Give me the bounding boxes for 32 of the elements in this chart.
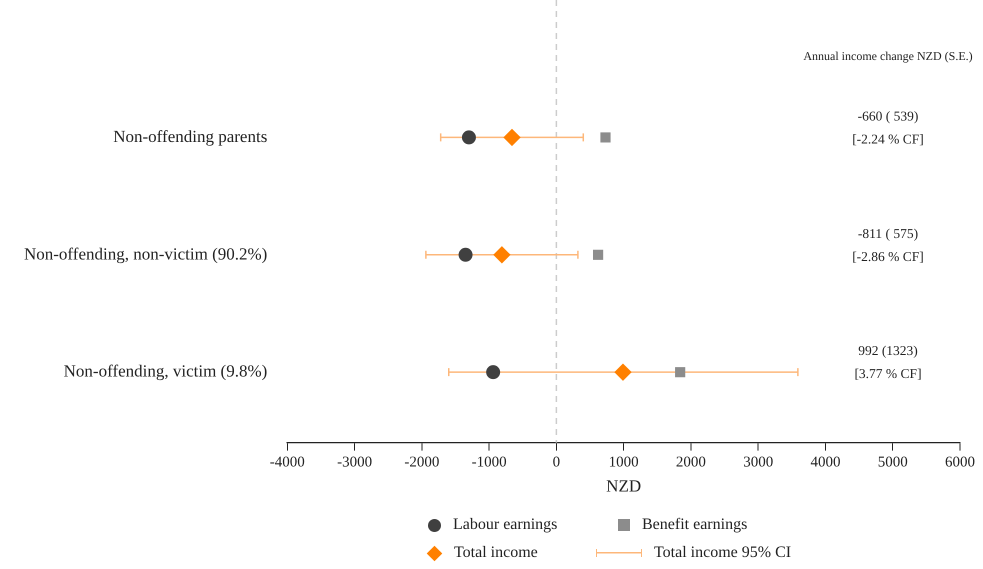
x-tick-label: -1000	[472, 454, 507, 471]
annotation: -811 ( 575) [-2.86 % CF]	[852, 226, 924, 264]
point	[592, 250, 604, 260]
y-tick-label: Non-offending, non-victim (90.2%)	[24, 244, 268, 264]
x-tick-label: 2000	[676, 454, 706, 471]
point	[462, 130, 476, 144]
legend-label: Total income	[454, 544, 538, 562]
y-tick-label: Non-offending parents	[113, 126, 268, 146]
x-tick-label: 3000	[743, 454, 774, 471]
annotation: Annual income change NZD (S.E.)	[803, 49, 973, 63]
point	[486, 365, 500, 380]
x-tick-label: 0	[552, 454, 560, 471]
x-axis-title: NZD	[606, 476, 642, 496]
annotation: 992 (1323) [3.77 % CF]	[854, 343, 922, 382]
point	[503, 128, 520, 146]
legend-label: Total income 95% CI	[654, 544, 792, 562]
x-tick-label: -2000	[404, 454, 440, 471]
legend-label: Labour earnings	[453, 516, 558, 534]
y-tick-label: Non-offending, victim (9.8%)	[64, 362, 268, 381]
x-tick-label: 4000	[810, 454, 840, 471]
x-tick-label: 1000	[608, 454, 639, 471]
point	[600, 132, 611, 143]
x-tick-label: 5000	[878, 454, 908, 471]
x-tick-label: 6000	[945, 454, 975, 471]
annotation: -660 ( 539) [-2.24 % CF]	[852, 108, 924, 146]
point	[614, 364, 632, 381]
point	[675, 367, 686, 378]
x-tick-label: -4000	[270, 454, 305, 471]
x-tick-label: -3000	[337, 454, 372, 471]
point	[458, 248, 473, 262]
point	[493, 246, 510, 264]
legend-label: Benefit earnings	[642, 516, 748, 534]
